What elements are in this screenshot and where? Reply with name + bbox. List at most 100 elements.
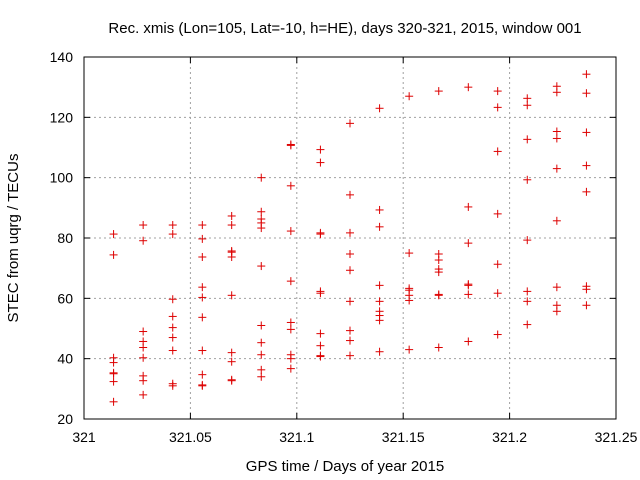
- y-tick-label: 20: [57, 411, 73, 427]
- data-point: [523, 175, 532, 184]
- data-point: [523, 297, 532, 306]
- data-point: [286, 277, 295, 286]
- data-point: [139, 327, 148, 336]
- y-tick-label: 60: [57, 290, 73, 306]
- data-point: [139, 343, 148, 352]
- data-point: [198, 283, 207, 292]
- data-point: [375, 297, 384, 306]
- data-point: [552, 127, 561, 136]
- data-point: [464, 281, 473, 290]
- data-point: [109, 377, 118, 386]
- data-point: [227, 253, 236, 262]
- data-points: [109, 70, 591, 406]
- data-point: [227, 221, 236, 230]
- data-point: [375, 205, 384, 214]
- data-point: [464, 239, 473, 248]
- data-point: [139, 221, 148, 230]
- data-point: [109, 250, 118, 259]
- data-point: [346, 119, 354, 128]
- data-point: [257, 365, 266, 374]
- data-point: [316, 230, 325, 239]
- data-point: [227, 357, 236, 366]
- data-point: [316, 145, 325, 154]
- x-tick-label: 321.15: [382, 429, 425, 445]
- x-tick-label: 321.1: [279, 429, 314, 445]
- data-point: [286, 325, 295, 334]
- x-axis-label: GPS time / Days of year 2015: [246, 458, 444, 475]
- data-point: [227, 376, 236, 385]
- data-point: [198, 293, 207, 302]
- data-point: [405, 345, 414, 354]
- data-point: [523, 135, 532, 144]
- data-point: [375, 347, 384, 356]
- y-axis-label: STEC from uqrg / TECUs: [5, 154, 22, 323]
- data-point: [139, 353, 148, 362]
- data-point: [139, 236, 148, 245]
- data-point: [286, 181, 295, 190]
- data-point: [286, 354, 295, 363]
- data-point: [434, 256, 443, 265]
- data-point: [316, 158, 325, 167]
- data-point: [582, 70, 591, 79]
- grid: [84, 57, 616, 419]
- data-point: [346, 326, 354, 335]
- data-point: [227, 348, 236, 357]
- data-point: [375, 316, 384, 325]
- data-point: [582, 285, 591, 294]
- chart-title: Rec. xmis (Lon=105, Lat=-10, h=HE), days…: [108, 20, 581, 37]
- data-point: [198, 221, 207, 230]
- data-point: [552, 216, 561, 225]
- data-point: [139, 390, 148, 399]
- data-point: [198, 234, 207, 243]
- data-point: [405, 296, 414, 305]
- data-point: [346, 297, 354, 306]
- data-point: [493, 209, 502, 218]
- data-point: [523, 287, 532, 296]
- data-point: [346, 351, 354, 360]
- data-point: [464, 290, 473, 299]
- data-point: [257, 350, 266, 359]
- data-point: [346, 228, 354, 237]
- data-point: [346, 190, 354, 199]
- data-point: [168, 323, 177, 332]
- data-point: [198, 313, 207, 322]
- data-point: [257, 207, 266, 216]
- y-tick-label: 100: [50, 170, 74, 186]
- data-point: [552, 164, 561, 173]
- data-point: [316, 289, 325, 298]
- data-point: [375, 104, 384, 113]
- data-point: [523, 320, 532, 329]
- data-point: [286, 227, 295, 236]
- data-point: [493, 147, 502, 156]
- x-tick-label: 321.25: [595, 429, 638, 445]
- data-point: [257, 321, 266, 330]
- data-point: [168, 295, 177, 304]
- data-point: [552, 88, 561, 97]
- data-point: [346, 249, 354, 258]
- data-point: [168, 333, 177, 342]
- data-point: [405, 249, 414, 258]
- data-point: [493, 87, 502, 96]
- data-point: [434, 343, 443, 352]
- data-point: [109, 369, 118, 378]
- data-point: [198, 381, 207, 390]
- data-point: [286, 318, 295, 327]
- data-point: [405, 92, 414, 101]
- data-point: [286, 141, 295, 150]
- y-tick-label: 80: [57, 230, 73, 246]
- tick-labels: 321 321.05 321.1 321.15 321.2 321.25 20 40 60 80 1…: [50, 49, 638, 445]
- data-point: [168, 221, 177, 230]
- data-point: [493, 260, 502, 269]
- data-point: [168, 381, 177, 390]
- data-point: [582, 161, 591, 170]
- data-point: [375, 281, 384, 290]
- data-point: [286, 364, 295, 373]
- axis-ticks: [83, 56, 617, 420]
- data-point: [434, 268, 443, 277]
- data-point: [316, 352, 325, 361]
- data-point: [109, 358, 118, 367]
- data-point: [227, 291, 236, 300]
- data-point: [582, 187, 591, 196]
- data-point: [168, 346, 177, 355]
